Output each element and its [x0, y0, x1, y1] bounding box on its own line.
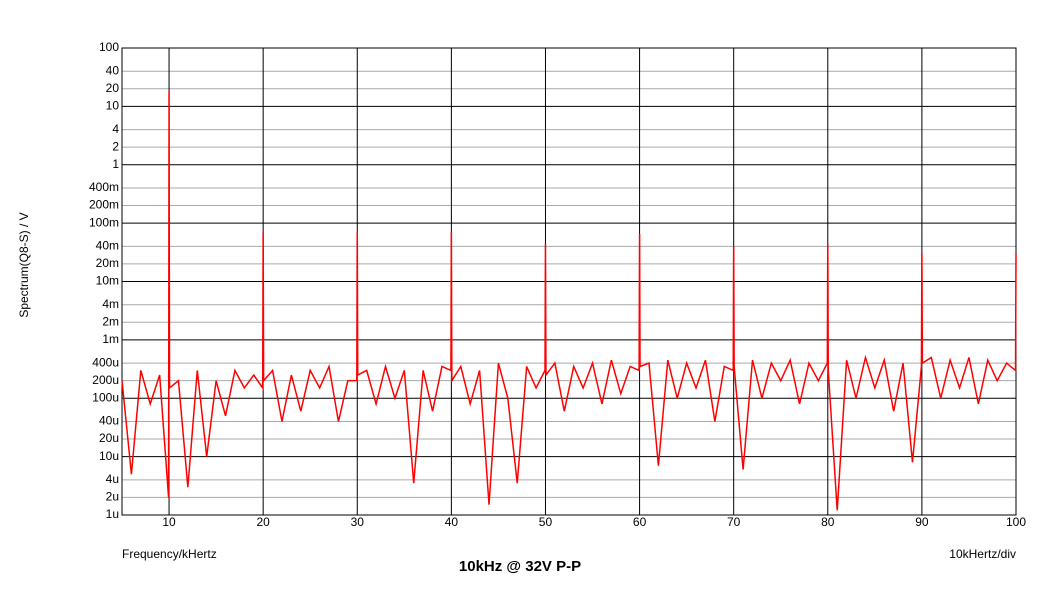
- y-tick-label: 100m: [89, 215, 119, 229]
- y-tick-label: 20: [106, 81, 120, 95]
- y-tick-label: 10: [106, 99, 120, 113]
- series-line: [121, 91, 1017, 511]
- x-tick-label: 100: [1006, 515, 1026, 529]
- y-tick-label: 20u: [99, 431, 119, 445]
- x-tick-label: 30: [351, 515, 365, 529]
- y-tick-label: 2u: [106, 490, 119, 504]
- x-tick-label: 40: [445, 515, 459, 529]
- x-scale-note: 10kHertz/div: [949, 547, 1016, 561]
- x-tick-label: 80: [821, 515, 835, 529]
- x-tick-label: 50: [539, 515, 553, 529]
- y-tick-label: 10m: [96, 274, 119, 288]
- y-tick-label: 1: [112, 157, 119, 171]
- y-tick-label: 2m: [102, 314, 119, 328]
- y-axis-label: Spectrum(Q8-S) / V: [17, 212, 31, 317]
- x-tick-label: 20: [256, 515, 270, 529]
- chart-title: 10kHz @ 32V P-P: [459, 558, 581, 575]
- y-tick-label: 400u: [92, 355, 119, 369]
- y-tick-label: 100u: [92, 390, 119, 404]
- y-tick-label: 40: [106, 63, 120, 77]
- y-tick-label: 20m: [96, 256, 119, 270]
- y-tick-label: 200u: [92, 373, 119, 387]
- y-tick-label: 10u: [99, 449, 119, 463]
- y-tick-label: 1u: [106, 507, 119, 521]
- y-tick-label: 100: [99, 40, 119, 54]
- x-tick-label: 90: [915, 515, 929, 529]
- y-tick-label: 200m: [89, 198, 119, 212]
- x-tick-label: 70: [727, 515, 741, 529]
- y-tick-label: 400m: [89, 180, 119, 194]
- x-tick-label: 60: [633, 515, 647, 529]
- y-tick-label: 2: [112, 139, 119, 153]
- y-tick-label: 4: [112, 122, 119, 136]
- y-tick-label: 1m: [102, 332, 119, 346]
- y-tick-label: 40u: [99, 414, 119, 428]
- y-tick-label: 4u: [106, 472, 119, 486]
- x-axis-label: Frequency/kHertz: [122, 547, 217, 561]
- y-tick-label: 40m: [96, 239, 119, 253]
- x-tick-label: 10: [162, 515, 176, 529]
- y-tick-label: 4m: [102, 297, 119, 311]
